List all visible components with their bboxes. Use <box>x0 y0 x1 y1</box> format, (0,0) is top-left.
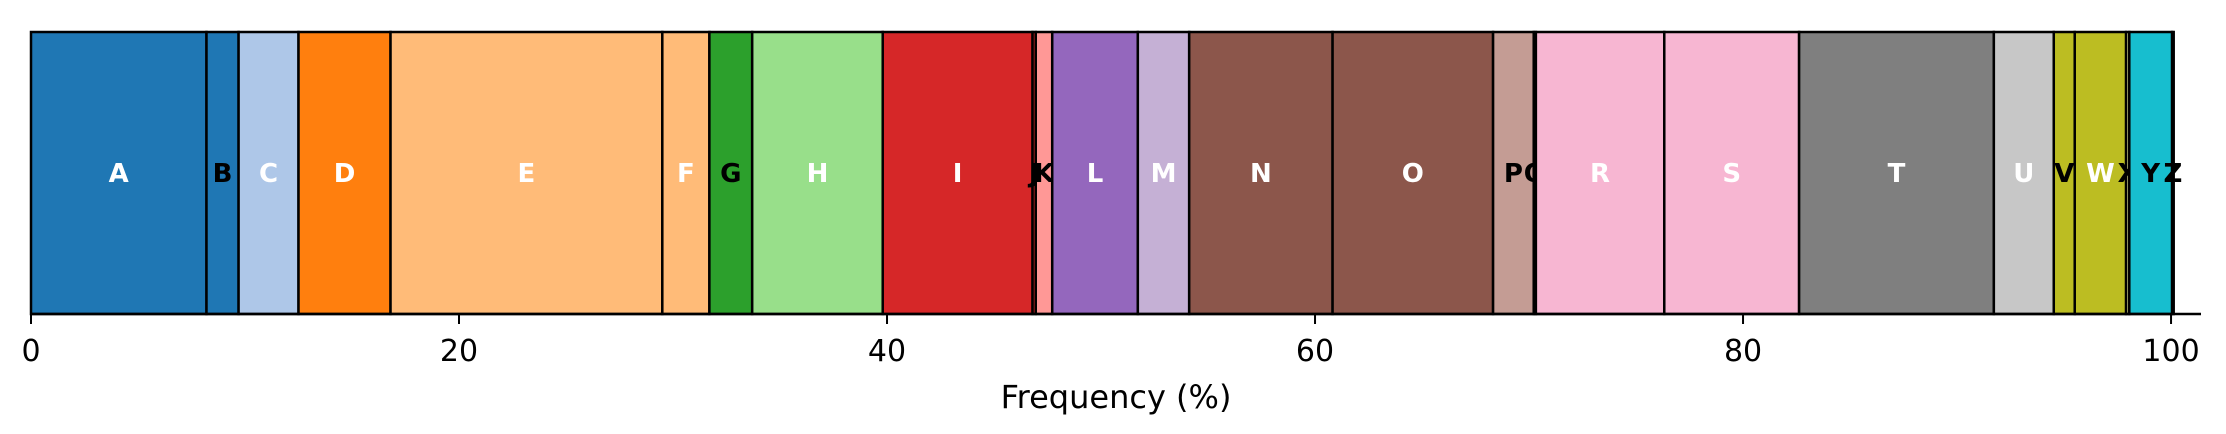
bar-label-d: D <box>334 159 356 189</box>
bar-segment-o <box>1331 30 1495 316</box>
bar-label-j: J <box>1027 159 1039 189</box>
bar-segment-c <box>237 30 300 316</box>
x-tick-label-1: 20 <box>440 334 478 369</box>
bar-label-b: B <box>213 159 233 189</box>
x-axis-label: Frequency (%) <box>1001 378 1232 416</box>
x-tick-label-4: 80 <box>1724 334 1762 369</box>
bar-label-l: L <box>1087 159 1104 189</box>
x-tick-label-5: 100 <box>2142 334 2199 369</box>
bar-label-a: A <box>109 159 129 189</box>
bar-label-t: T <box>1888 159 1906 189</box>
bar-segment-e <box>389 30 664 316</box>
bar-label-f: F <box>677 159 695 189</box>
bar-segment-a <box>29 30 208 316</box>
bar-label-v: V <box>2054 159 2074 189</box>
bar-label-w: W <box>2086 159 2115 189</box>
bar-segment-i <box>881 30 1034 316</box>
bar-segment-s <box>1663 30 1801 316</box>
bar-label-n: N <box>1250 159 1272 189</box>
bar-label-o: O <box>1402 159 1424 189</box>
bar-label-k: K <box>1034 159 1055 189</box>
bar-label-p: P <box>1504 159 1523 189</box>
bars-group: ABCDEFGHIJKLMNOPQRSTUVWXYZ <box>29 30 2182 316</box>
bar-label-r: R <box>1590 159 1610 189</box>
x-tick-label-2: 40 <box>868 334 906 369</box>
bar-segment-d <box>297 30 392 316</box>
bar-segment-w <box>2073 30 2128 316</box>
bar-segment-n <box>1187 30 1334 316</box>
x-axis: 0 20 40 60 80 100 <box>21 312 2201 369</box>
bar-segment-y <box>2128 30 2174 316</box>
bar-label-i: I <box>953 159 963 189</box>
bar-label-z: Z <box>2163 159 2182 189</box>
bar-label-m: M <box>1151 159 1177 189</box>
bar-label-g: G <box>720 159 741 189</box>
bar-segment-f <box>661 30 711 316</box>
bar-label-u: U <box>2013 159 2034 189</box>
bar-segment-l <box>1050 30 1140 316</box>
bar-label-s: S <box>1722 159 1741 189</box>
bar-segment-r <box>1534 30 1666 316</box>
bar-label-e: E <box>518 159 536 189</box>
x-tick-label-3: 60 <box>1296 334 1334 369</box>
x-tick-label-0: 0 <box>21 334 40 369</box>
bar-label-c: C <box>259 159 278 189</box>
bar-label-h: H <box>807 159 829 189</box>
bar-label-y: Y <box>2140 159 2161 189</box>
